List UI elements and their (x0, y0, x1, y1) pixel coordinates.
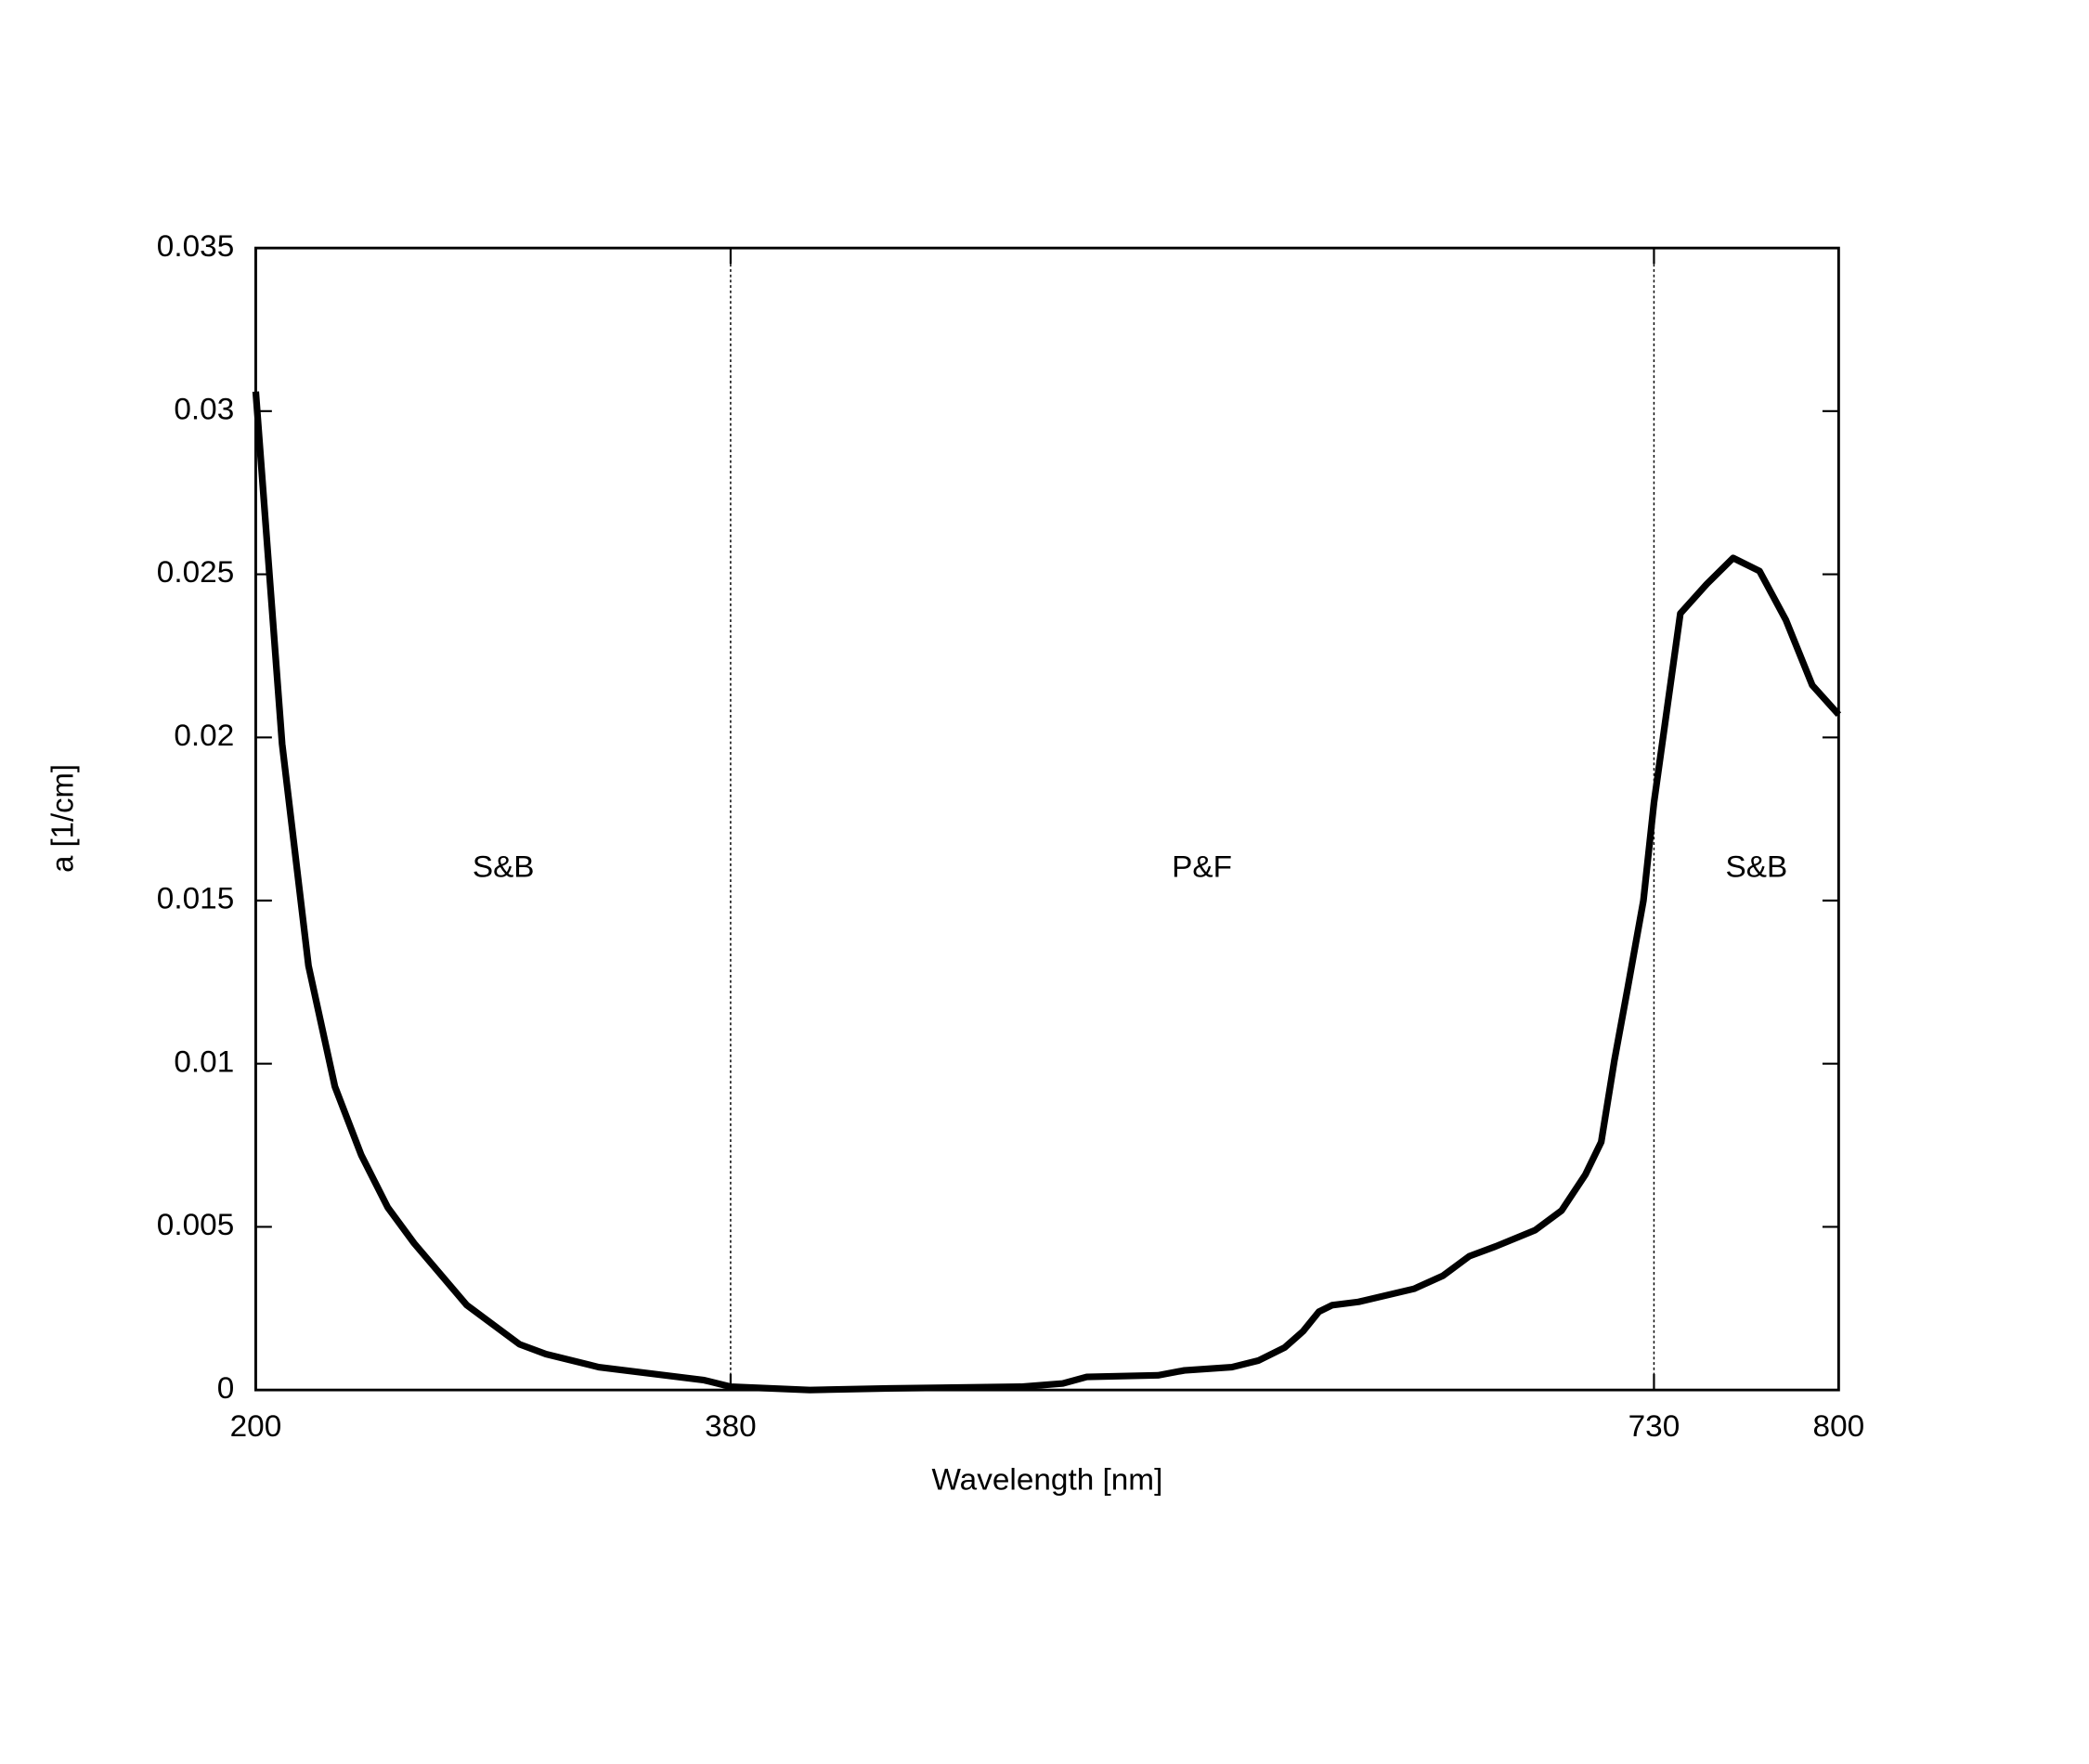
y-tick-label: 0.01 (174, 1045, 234, 1080)
y-tick-label: 0.03 (174, 393, 234, 427)
x-tick-label: 200 (230, 1409, 282, 1444)
plot-frame (254, 246, 1840, 1392)
y-tick-label: 0.015 (157, 882, 234, 916)
region-label: P&F (1172, 850, 1232, 885)
y-tick-label: 0.025 (157, 555, 234, 590)
x-tick-label: 800 (1813, 1409, 1865, 1444)
y-tick-label: 0.02 (174, 719, 234, 753)
x-axis-label: Wavelength [nm] (931, 1463, 1162, 1498)
data-line (252, 391, 1842, 1394)
y-tick-label: 0 (217, 1371, 235, 1406)
region-label: S&B (1726, 850, 1788, 885)
x-tick-label: 380 (705, 1409, 757, 1444)
y-tick-label: 0.035 (157, 229, 234, 264)
region-label: S&B (473, 850, 535, 885)
y-tick-label: 0.005 (157, 1208, 234, 1242)
x-tick-label: 730 (1628, 1409, 1680, 1444)
y-axis-label: a [1/cm] (45, 764, 80, 873)
